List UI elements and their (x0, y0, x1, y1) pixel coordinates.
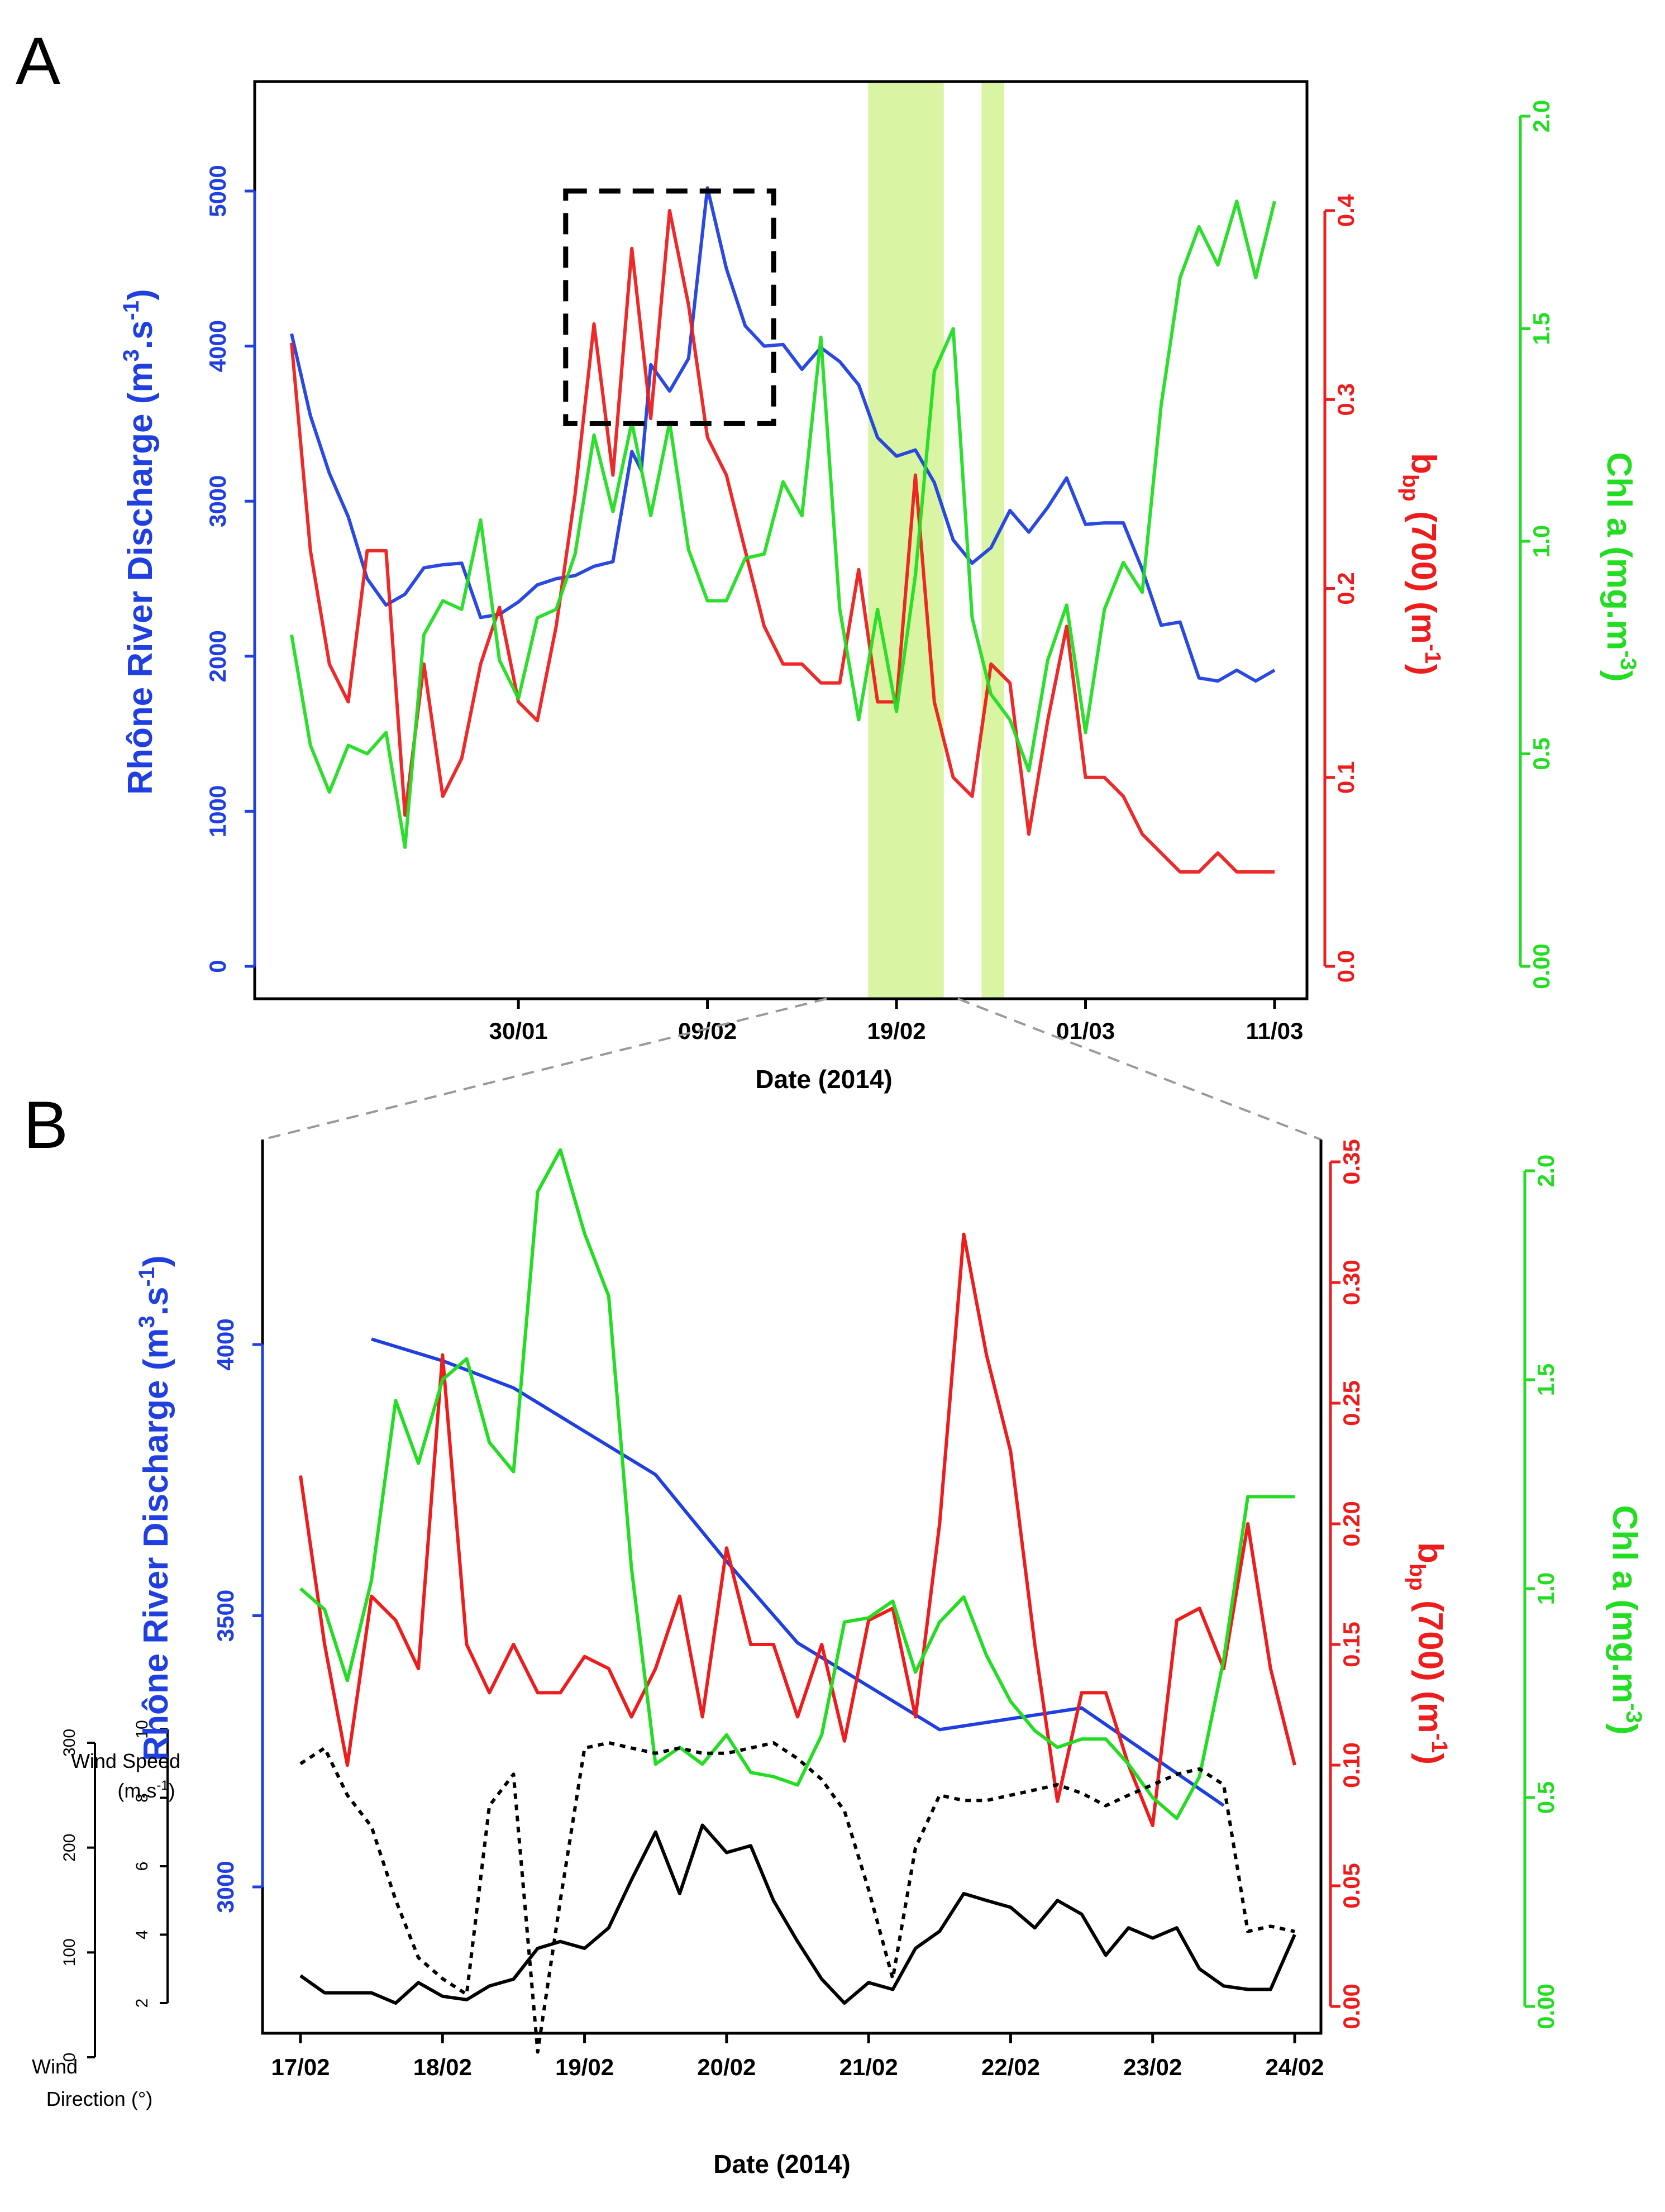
a-chl-axis-tick-label: 1.0 (1528, 525, 1554, 557)
wind-direction-label: Wind (32, 2055, 78, 2078)
b-bbp-axis-tick-label: 0.25 (1338, 1380, 1365, 1426)
panel-letter-b: B (23, 1088, 68, 1162)
b-bbp-axis-tick-label: 0.30 (1338, 1260, 1365, 1305)
panel-a-highlight-spans (868, 82, 1004, 999)
series-line-right_1 (299, 1232, 1296, 1827)
panel-b-series (299, 1148, 1296, 2054)
b-discharge-axis-tick-label: 3000 (212, 1861, 238, 1913)
a-chl-axis-tick-label: 2.0 (1528, 100, 1554, 132)
b-x-tick-label: 21/02 (839, 2054, 898, 2080)
panel-a-axes: 0 1000 2000 3000 4000 5000 0.0 0.1 0.2 0.3 0.4 0.00… (204, 100, 1554, 1044)
b-chl-axis-tick-label: 2.0 (1533, 1155, 1559, 1187)
a-x-tick-label: 30/01 (489, 1018, 548, 1044)
a-chl-axis-tick-label: 0.5 (1528, 737, 1554, 770)
b-x-tick-label: 19/02 (555, 2054, 614, 2080)
b-bbp-axis-tick-label: 0.35 (1338, 1139, 1365, 1185)
highlight-span (981, 82, 1004, 999)
a-x-tick-label: 11/03 (1246, 1018, 1304, 1044)
b-x-tick-label: 18/02 (413, 2054, 472, 2080)
wind-speed-unit-label: (m.s-1) (117, 1778, 175, 1802)
highlight-span (868, 82, 944, 999)
a-discharge-axis-tick-label: 0 (204, 960, 231, 972)
a-bbp-axis-tick-label: 0.0 (1333, 950, 1359, 983)
b-discharge-axis-tick-label: 4000 (212, 1318, 238, 1370)
zoom-connector-left (262, 998, 827, 1141)
panel-a-x-axis-label: Date (2014) (755, 1065, 892, 1094)
b-chl-axis-tick-label: 1.0 (1533, 1572, 1559, 1605)
panel-letter-a: A (16, 23, 60, 98)
wind-speed-tick-label: 2 (133, 1999, 151, 2008)
series-line-right_2 (290, 199, 1276, 849)
b-bbp-axis-tick-label: 0.00 (1338, 1984, 1365, 2029)
panel-b-discharge-axis-label: Rhône River Discharge (m3.s-1) (135, 1255, 175, 1761)
zoom-box (563, 188, 776, 426)
a-x-tick-label: 09/02 (678, 1018, 737, 1044)
b-chl-axis-tick-label: 0.5 (1533, 1781, 1559, 1814)
series-line-right_1 (290, 209, 1275, 874)
a-discharge-axis-tick-label: 4000 (204, 320, 231, 372)
b-x-tick-label: 24/02 (1265, 2054, 1324, 2080)
panel-b-axes: 3000350040000.000.050.100.150.200.250.30… (60, 1139, 1559, 2080)
b-discharge-axis-tick-label: 3500 (212, 1590, 238, 1642)
panel-a-bbp-axis-label: bbp (700) (m-1) (1398, 453, 1445, 675)
wind-speed-tick-label: 4 (133, 1930, 151, 1939)
series-line-right_2 (299, 1148, 1295, 1820)
b-bbp-axis-tick-label: 0.15 (1338, 1622, 1365, 1667)
wind-speed-label: Wind Speed (71, 1749, 180, 1772)
panel-b-x-axis-label: Date (2014) (713, 2149, 850, 2178)
a-discharge-axis-tick-label: 5000 (204, 165, 231, 217)
a-discharge-axis-tick-label: 1000 (204, 785, 231, 837)
panel-b-chl-axis-label: Chl a (mg.m-3) (1605, 1505, 1646, 1734)
panel-a-discharge-axis-label: Rhône River Discharge (m3.s-1) (119, 289, 160, 794)
panel-b-plot-frame (261, 1140, 1323, 2035)
b-bbp-axis-tick-label: 0.10 (1338, 1742, 1365, 1788)
b-x-tick-label: 17/02 (271, 2054, 330, 2080)
panel-a-chl-axis-label: Chl a (mg.m-3) (1600, 452, 1640, 681)
series-line-left (290, 186, 1276, 683)
b-x-tick-label: 22/02 (981, 2054, 1040, 2080)
a-bbp-axis-tick-label: 0.4 (1333, 194, 1359, 227)
series-line-left (371, 1337, 1225, 1807)
wind-direction-tick-label: 300 (60, 1729, 79, 1757)
panel-a-series (290, 186, 1276, 874)
a-bbp-axis-tick-label: 0.2 (1333, 572, 1359, 604)
wind-speed-tick-label: 6 (133, 1862, 151, 1871)
b-chl-axis-tick-label: 1.5 (1533, 1364, 1559, 1396)
wind-direction-tick-label: 200 (60, 1834, 79, 1862)
panel-b-bbp-axis-label: bbp (700) (m-1) (1405, 1542, 1452, 1765)
a-bbp-axis-tick-label: 0.1 (1333, 761, 1359, 794)
b-bbp-axis-tick-label: 0.20 (1338, 1501, 1365, 1547)
a-chl-axis-tick-label: 1.5 (1528, 312, 1554, 345)
b-x-tick-label: 23/02 (1123, 2054, 1182, 2080)
wind-speed-tick-label: 10 (133, 1720, 151, 1738)
b-bbp-axis-tick-label: 0.05 (1338, 1863, 1365, 1909)
wind-speed-tick-label: 8 (133, 1793, 151, 1803)
wind-direction-unit-label: Direction (°) (46, 2087, 152, 2110)
a-discharge-axis-tick-label: 3000 (204, 475, 231, 527)
series-line-wind_speed (299, 1823, 1296, 2005)
a-x-tick-label: 19/02 (867, 1018, 926, 1044)
wind-direction-tick-label: 100 (60, 1938, 79, 1966)
series-line-wind_direction (299, 1741, 1295, 2054)
a-x-tick-label: 01/03 (1056, 1018, 1115, 1044)
a-discharge-axis-tick-label: 2000 (204, 630, 231, 682)
b-chl-axis-tick-label: 0.00 (1533, 1984, 1559, 2029)
wind-direction-tick-label: 0 (60, 2053, 79, 2062)
b-x-tick-label: 20/02 (697, 2054, 756, 2080)
a-bbp-axis-tick-label: 0.3 (1333, 383, 1359, 416)
zoom-connector-right (957, 998, 1321, 1141)
panel-a-zoom-box (563, 188, 776, 426)
a-chl-axis-tick-label: 0.00 (1528, 943, 1554, 989)
